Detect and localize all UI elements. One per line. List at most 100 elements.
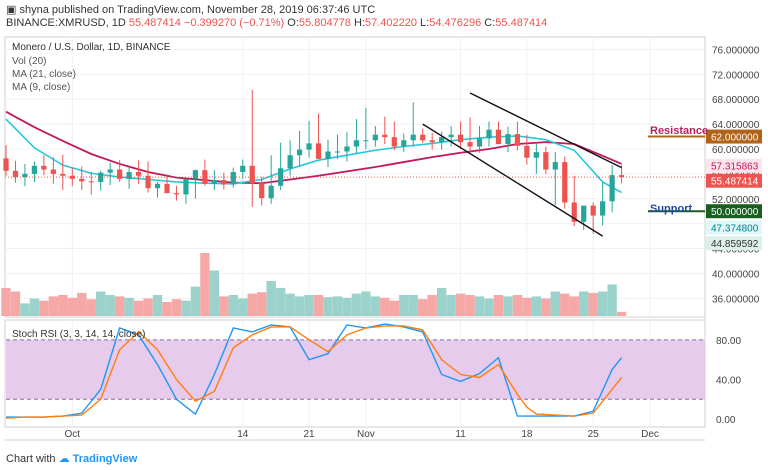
rsi-tick-label: 0.00 xyxy=(716,415,736,426)
volume-bar xyxy=(351,293,362,316)
candle-body xyxy=(145,175,151,189)
price-label-box xyxy=(706,236,762,251)
volume-bar xyxy=(275,288,286,316)
stoch-rsi xyxy=(5,323,705,419)
volume-bar xyxy=(588,292,598,316)
axes: 76.000000 72.000000 68.000000 64.000000 60.0… xyxy=(65,45,762,440)
price-label-resistance: 62.000000 xyxy=(711,133,759,144)
volume-bar xyxy=(323,297,333,316)
candle-body xyxy=(429,140,435,143)
volume-bar xyxy=(465,295,475,316)
candle-body xyxy=(117,169,123,179)
legend-ma9: MA (9, close) xyxy=(12,82,70,93)
volume-bar xyxy=(389,300,399,316)
footer-brand[interactable]: TradingView xyxy=(72,453,138,465)
candle-body xyxy=(420,134,426,141)
volume-bar xyxy=(579,291,589,316)
resistance-annotation: Resistance xyxy=(650,125,708,137)
candle-body xyxy=(457,134,464,143)
price-label-box xyxy=(706,173,762,188)
rsi-tick-label: 80.00 xyxy=(716,336,741,347)
volume-bar xyxy=(399,295,409,316)
last-price: 55.487414 xyxy=(128,17,181,29)
candle-body xyxy=(12,170,19,177)
candle-body xyxy=(543,152,549,170)
volume-bar xyxy=(597,291,608,316)
volume-bar xyxy=(380,297,390,316)
candle-body xyxy=(600,201,606,216)
price-tick-label: 72.000000 xyxy=(712,70,760,81)
volume-bar xyxy=(427,295,437,316)
price-label-ma9: 47.374800 xyxy=(711,224,759,235)
candle-body xyxy=(486,129,492,139)
time-tick-label: 18 xyxy=(521,429,533,440)
volume-bar xyxy=(304,295,314,316)
candle-body xyxy=(154,183,161,189)
volume-bar xyxy=(541,298,551,316)
volume-bar xyxy=(1,288,11,316)
candle-body xyxy=(410,134,416,141)
candle-body xyxy=(173,193,180,195)
candle-body xyxy=(164,183,170,194)
volume-bar xyxy=(446,295,456,316)
candle-body xyxy=(609,175,615,202)
high-value: 57.402220 xyxy=(364,17,417,29)
price-label-ma21: 57.315863 xyxy=(711,162,759,173)
volume-bar xyxy=(361,291,371,316)
volume-bar xyxy=(58,295,68,316)
price-tick-label: 64.000000 xyxy=(712,120,760,131)
volume-bar xyxy=(124,297,134,316)
candle-body xyxy=(344,146,350,152)
open-value: 55.804778 xyxy=(298,17,351,29)
volume-bar xyxy=(503,296,513,316)
candle-body xyxy=(126,172,132,179)
legend-ma21: MA (21, close) xyxy=(12,69,76,80)
candle-body xyxy=(372,134,378,141)
support-annotation: Support xyxy=(650,203,692,215)
close-label: C: xyxy=(484,17,496,29)
rsi-tick-label: 40.00 xyxy=(716,375,741,386)
candle-body xyxy=(363,140,369,142)
candle-body xyxy=(382,134,388,138)
volume-bar xyxy=(86,299,96,316)
candle-body xyxy=(221,180,227,185)
candle-body xyxy=(334,151,341,153)
time-tick-label: 21 xyxy=(303,429,315,440)
volume-bar xyxy=(10,291,21,316)
candle-body xyxy=(571,202,577,222)
volume-bar xyxy=(209,270,220,316)
levels[interactable] xyxy=(5,135,705,213)
time-tick-label: 14 xyxy=(237,429,249,440)
volume-bar xyxy=(20,303,30,316)
volume-bar xyxy=(550,291,560,316)
volume-bar xyxy=(484,298,494,316)
candle-body xyxy=(439,137,445,143)
candle-body xyxy=(107,169,113,173)
publisher-line: ▣ shyna published on TradingView.com, No… xyxy=(6,4,376,16)
trendlines[interactable] xyxy=(422,92,622,237)
high-label: H: xyxy=(353,17,365,29)
volume-bar xyxy=(200,253,210,316)
candle-body xyxy=(562,162,568,203)
tradingview-cloud-icon: ☁ xyxy=(58,453,70,465)
price-label-box xyxy=(706,129,762,144)
price-change: −0.399270 (−0.71%) xyxy=(183,17,285,29)
time-tick-label: Nov xyxy=(357,429,375,440)
volume-bar xyxy=(143,298,153,316)
candle-body xyxy=(353,140,360,147)
volume-bar xyxy=(370,296,381,316)
volume-bar xyxy=(408,295,418,316)
volume-bar xyxy=(67,297,77,316)
candles xyxy=(3,89,625,234)
channel-trendline xyxy=(469,92,622,169)
footer: Chart with ☁ TradingView xyxy=(6,452,137,465)
volume-bar xyxy=(607,284,617,316)
candle-body xyxy=(22,173,28,177)
ticker: BINANCE:XMRUSD, 1D xyxy=(6,17,126,29)
candle-body xyxy=(325,151,331,159)
volume-bar xyxy=(133,300,144,316)
channel-trendline xyxy=(422,123,604,237)
volume-bar xyxy=(569,296,579,316)
candle-body xyxy=(391,137,397,147)
